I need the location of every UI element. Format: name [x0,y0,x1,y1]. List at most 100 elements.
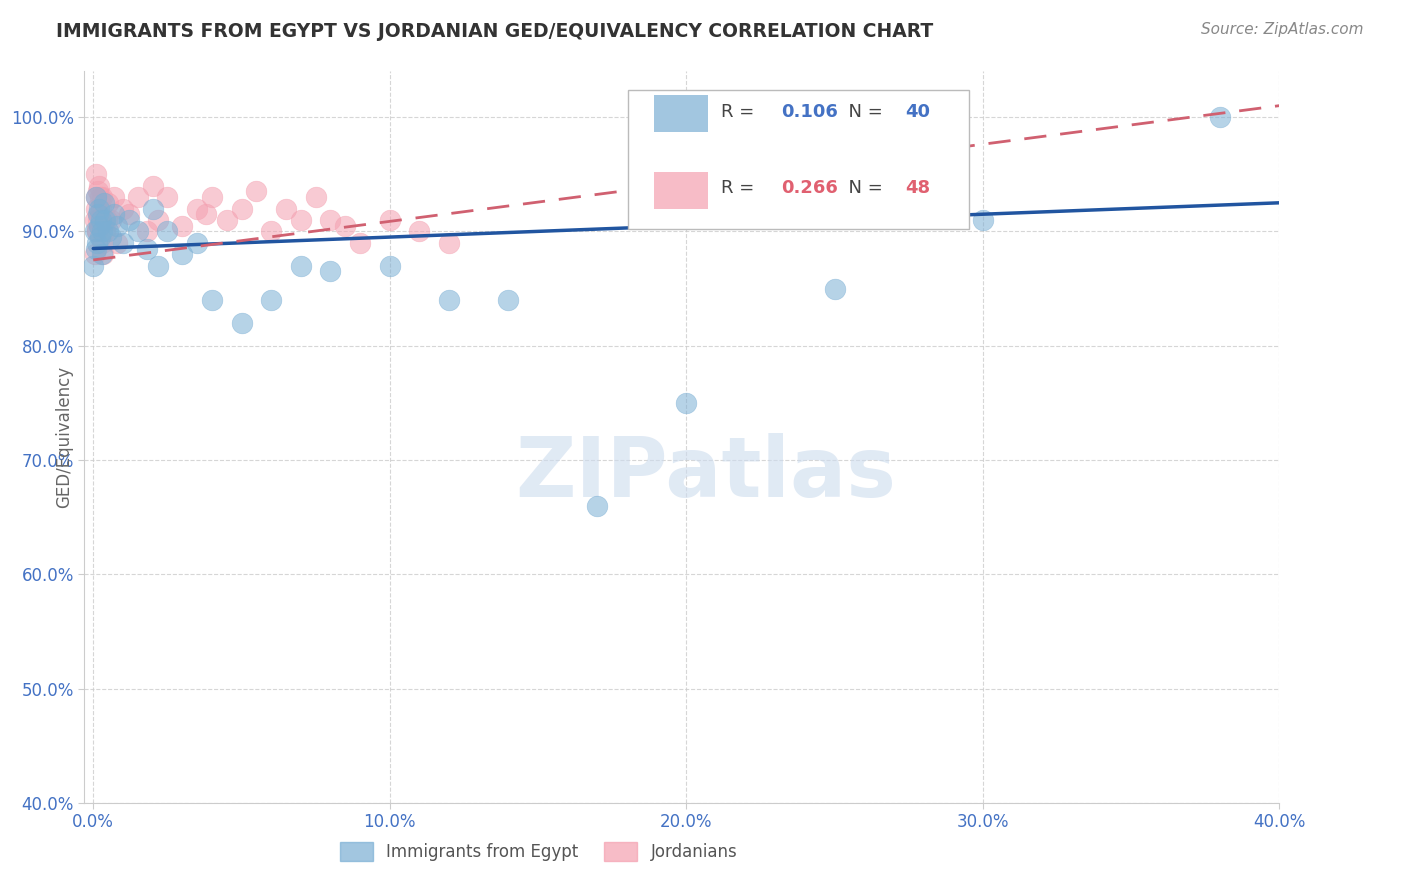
Point [586,499,609,513]
Point [97,195,120,210]
Point [378,213,401,227]
Point [437,293,460,307]
Point [89,219,111,233]
Y-axis label: GED/Equivalency: GED/Equivalency [55,366,73,508]
Point [274,202,297,216]
Point [91,247,114,261]
Text: 0.106: 0.106 [782,103,838,120]
Text: 48: 48 [905,179,931,197]
Point [148,213,170,227]
Point [91,190,114,204]
Point [118,213,141,227]
Point [142,178,165,193]
Point [378,259,401,273]
Point [111,202,134,216]
Text: R =: R = [721,103,761,120]
Point [111,235,134,250]
Point [90,224,112,238]
Point [97,224,120,238]
Text: R =: R = [721,179,761,197]
Point [90,235,112,250]
Point [84,167,107,181]
Point [83,224,105,238]
Point [89,178,111,193]
Point [82,259,104,273]
Point [156,190,179,204]
Text: 0.266: 0.266 [782,179,838,197]
Point [231,316,253,330]
Point [86,235,108,250]
Point [84,190,107,204]
Point [84,247,107,261]
Point [89,190,111,204]
Point [87,213,110,227]
Point [142,202,165,216]
Point [94,213,117,227]
Point [105,219,128,233]
Text: 40: 40 [905,103,931,120]
Point [127,190,149,204]
Legend: Immigrants from Egypt, Jordanians: Immigrants from Egypt, Jordanians [333,835,744,868]
Point [824,281,846,295]
Point [172,219,194,233]
Point [90,213,112,227]
Point [91,247,114,261]
Point [89,202,111,216]
Point [94,224,117,238]
Point [93,195,115,210]
Point [290,259,312,273]
Point [84,202,107,216]
Point [135,224,157,238]
Point [105,235,128,250]
Point [498,293,520,307]
Point [215,213,238,227]
Point [290,213,312,227]
Point [319,213,342,227]
Point [127,224,149,238]
Point [103,207,125,221]
Point [231,202,253,216]
Point [335,219,357,233]
Point [86,224,108,238]
Point [305,190,328,204]
Text: N =: N = [838,179,889,197]
Point [118,207,141,221]
Text: IMMIGRANTS FROM EGYPT VS JORDANIAN GED/EQUIVALENCY CORRELATION CHART: IMMIGRANTS FROM EGYPT VS JORDANIAN GED/E… [56,22,934,41]
FancyBboxPatch shape [654,95,709,132]
Point [100,213,122,227]
Point [245,185,267,199]
Point [349,235,371,250]
FancyBboxPatch shape [628,90,969,228]
Point [1209,110,1232,124]
Point [972,213,994,227]
Text: N =: N = [838,103,889,120]
Point [87,219,110,233]
Point [86,207,108,221]
Point [319,264,342,278]
Point [86,185,108,199]
Point [186,235,208,250]
Point [89,230,111,244]
Text: Source: ZipAtlas.com: Source: ZipAtlas.com [1201,22,1364,37]
Point [87,207,110,221]
Point [186,202,208,216]
Point [93,213,115,227]
Point [86,224,108,238]
Point [156,224,179,238]
Point [103,190,125,204]
Point [90,202,112,216]
Point [260,293,283,307]
Point [96,213,118,227]
Text: ZIPatlas: ZIPatlas [516,434,896,514]
Point [84,190,107,204]
Point [100,230,122,244]
Point [135,242,157,256]
Point [194,207,217,221]
Point [675,396,697,410]
Point [84,242,107,256]
Point [437,235,460,250]
FancyBboxPatch shape [654,172,709,209]
Point [408,224,430,238]
Point [260,224,283,238]
Point [201,293,224,307]
